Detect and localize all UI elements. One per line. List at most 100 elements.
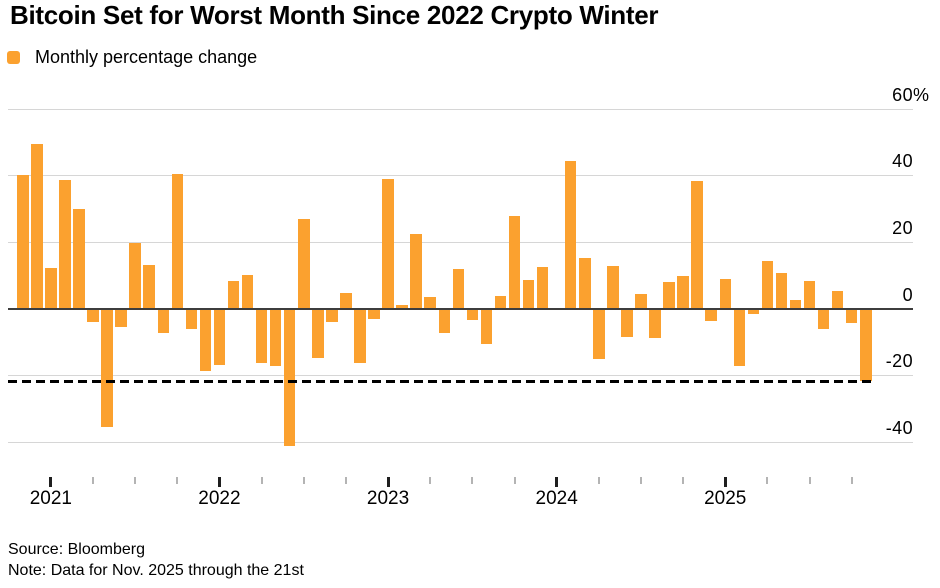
bar-2020-12 bbox=[31, 143, 43, 309]
bar-2022-01 bbox=[213, 308, 226, 366]
x-axis-minor-tick-2022-10 bbox=[344, 477, 347, 484]
bar-2023-03 bbox=[410, 233, 422, 309]
bar-2025-10 bbox=[845, 308, 858, 324]
x-axis-year-label-2024: 2024 bbox=[535, 488, 578, 509]
bar-2020-11 bbox=[17, 175, 29, 309]
bar-2021-10 bbox=[171, 174, 184, 309]
y-axis-label-0: 0 bbox=[902, 284, 913, 305]
bar-2022-10 bbox=[340, 292, 352, 309]
x-axis-year-label-2021: 2021 bbox=[29, 488, 72, 509]
bar-2024-10 bbox=[677, 275, 689, 309]
x-axis-minor-tick-2024-07 bbox=[639, 477, 642, 484]
bar-2023-07 bbox=[466, 308, 479, 321]
gridline-20 bbox=[8, 241, 913, 243]
bar-2022-06 bbox=[283, 308, 296, 446]
bar-2023-09 bbox=[494, 295, 507, 309]
bar-2021-11 bbox=[185, 308, 198, 330]
bar-2022-09 bbox=[326, 308, 338, 322]
bar-2024-11 bbox=[691, 180, 703, 309]
bar-2024-12 bbox=[705, 308, 717, 321]
bar-2022-04 bbox=[255, 308, 268, 363]
bar-2023-10 bbox=[508, 216, 521, 309]
bar-2025-07 bbox=[803, 280, 816, 309]
bar-2021-02 bbox=[59, 180, 71, 309]
x-axis-tick-2021 bbox=[49, 477, 53, 487]
bar-2022-12 bbox=[368, 308, 380, 320]
x-axis-tick-2023 bbox=[386, 477, 390, 487]
bar-2025-11 bbox=[860, 308, 872, 382]
bar-2024-02 bbox=[564, 160, 577, 309]
chart-title: Bitcoin Set for Worst Month Since 2022 C… bbox=[10, 0, 659, 30]
x-axis-minor-tick-2022-07 bbox=[302, 477, 305, 484]
bar-2025-02 bbox=[733, 308, 746, 367]
bar-2023-08 bbox=[480, 308, 493, 345]
bar-2022-03 bbox=[241, 275, 254, 309]
bar-2025-03 bbox=[747, 308, 760, 315]
bar-2021-05 bbox=[101, 308, 113, 427]
bar-2023-11 bbox=[522, 279, 535, 309]
gridline-60 bbox=[8, 108, 913, 110]
x-axis-minor-tick-2023-07 bbox=[471, 477, 474, 484]
x-axis-minor-tick-2025-04 bbox=[766, 477, 769, 484]
x-axis-year-label-2022: 2022 bbox=[198, 488, 241, 509]
y-axis-label--20: -20 bbox=[885, 351, 913, 372]
bar-2025-09 bbox=[831, 291, 844, 309]
x-axis-minor-tick-2024-10 bbox=[682, 477, 685, 484]
x-axis-minor-tick-2023-10 bbox=[513, 477, 516, 484]
gridline-40 bbox=[8, 175, 913, 177]
y-axis-label-20: 20 bbox=[892, 217, 913, 238]
bar-2025-04 bbox=[761, 260, 774, 309]
bar-2025-06 bbox=[789, 300, 802, 309]
bar-2022-07 bbox=[298, 219, 310, 309]
bar-2021-09 bbox=[157, 308, 169, 334]
bar-2021-12 bbox=[199, 308, 212, 372]
x-axis-zero-line bbox=[8, 307, 913, 310]
bar-2024-08 bbox=[649, 308, 661, 338]
bar-2024-07 bbox=[635, 293, 647, 309]
gridline--20 bbox=[8, 375, 913, 377]
note-text: Note: Data for Nov. 2025 through the 21s… bbox=[8, 562, 304, 579]
bar-2024-06 bbox=[621, 308, 633, 337]
bar-2023-04 bbox=[424, 297, 436, 309]
bar-2024-09 bbox=[663, 282, 675, 309]
bar-2025-05 bbox=[775, 272, 788, 309]
bar-2023-01 bbox=[382, 179, 394, 309]
x-axis-tick-2025 bbox=[723, 477, 727, 487]
legend-swatch-icon bbox=[7, 50, 20, 64]
footer: Source: Bloomberg Note: Data for Nov. 20… bbox=[8, 539, 304, 581]
source-text: Source: Bloomberg bbox=[8, 541, 145, 558]
bar-2021-01 bbox=[45, 267, 57, 309]
y-axis-label-60: 60 bbox=[892, 84, 913, 105]
x-axis-year-label-2023: 2023 bbox=[366, 488, 410, 509]
x-axis-minor-tick-2025-07 bbox=[808, 477, 811, 484]
bar-2021-03 bbox=[73, 208, 85, 309]
x-axis-year-label-2025: 2025 bbox=[704, 488, 747, 509]
bar-2022-02 bbox=[227, 281, 240, 309]
legend: Monthly percentage change bbox=[7, 46, 257, 68]
bar-2024-03 bbox=[579, 258, 591, 309]
x-axis-minor-tick-2025-10 bbox=[850, 477, 853, 484]
x-axis-minor-tick-2021-10 bbox=[176, 477, 179, 484]
bar-2021-07 bbox=[129, 242, 141, 309]
x-axis-tick-2022 bbox=[217, 477, 221, 487]
bar-2024-04 bbox=[593, 308, 605, 360]
x-axis-minor-tick-2021-07 bbox=[134, 477, 137, 484]
bar-2022-05 bbox=[269, 308, 282, 367]
bar-2023-12 bbox=[536, 267, 549, 309]
x-axis-minor-tick-2022-04 bbox=[260, 477, 263, 484]
bar-2021-06 bbox=[115, 308, 127, 328]
bar-2023-02 bbox=[396, 304, 408, 309]
bar-2025-01 bbox=[719, 278, 731, 309]
x-axis-minor-tick-2024-04 bbox=[597, 477, 600, 484]
gridline--40 bbox=[8, 441, 913, 443]
bar-2024-05 bbox=[607, 265, 619, 309]
bar-2021-08 bbox=[143, 265, 155, 309]
reference-dashed-line bbox=[8, 380, 872, 384]
y-axis-unit-suffix: % bbox=[913, 84, 930, 105]
bar-2023-06 bbox=[452, 268, 465, 309]
y-axis-label--40: -40 bbox=[885, 417, 913, 438]
x-axis-minor-tick-2021-04 bbox=[92, 477, 94, 484]
bar-2022-08 bbox=[312, 308, 324, 359]
